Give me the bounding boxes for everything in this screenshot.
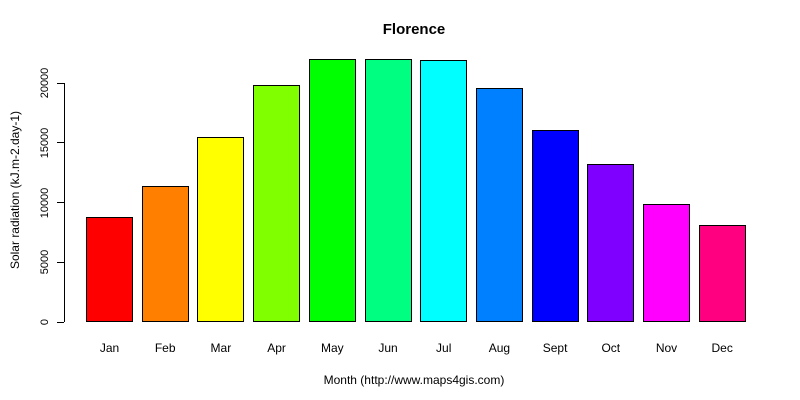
- x-axis-label-may: May: [320, 341, 344, 355]
- x-axis-label-nov: Nov: [655, 341, 678, 355]
- bar-feb: [141, 185, 189, 322]
- bar-jul: [420, 60, 468, 322]
- y-axis-tick: [57, 321, 64, 323]
- bar-nov: [643, 203, 690, 322]
- x-axis-label-jan: Jan: [99, 341, 120, 355]
- bar-oct: [587, 164, 635, 322]
- y-axis-tick-label: 15000: [39, 127, 51, 159]
- bar-sept: [531, 129, 579, 322]
- bar-aug: [475, 87, 523, 322]
- y-axis-tick-label: 5000: [39, 250, 51, 275]
- y-axis-title: Solar radiation (kJ.m-2.day-1): [8, 110, 22, 270]
- bar-may: [308, 59, 356, 322]
- x-axis-label-aug: Aug: [488, 341, 511, 355]
- bar-jan: [86, 216, 133, 322]
- x-axis-label-apr: Apr: [267, 341, 286, 355]
- y-axis-tick: [57, 82, 64, 84]
- x-axis-label-oct: Oct: [601, 341, 621, 355]
- bar-apr: [253, 85, 301, 322]
- chart-title: Florence: [382, 21, 446, 38]
- y-axis-tick: [57, 202, 64, 203]
- bar-mar: [197, 136, 245, 322]
- x-axis-title: Month (http://www.maps4gis.com): [323, 373, 505, 387]
- x-axis-label-jun: Jun: [378, 341, 398, 355]
- y-axis-tick-label: 0: [39, 318, 51, 326]
- y-axis-tick: [57, 142, 64, 144]
- x-axis-label-mar: Mar: [210, 341, 232, 355]
- x-axis-label-sept: Sept: [542, 341, 568, 355]
- x-axis-label-feb: Feb: [154, 341, 176, 355]
- y-axis-tick-label: 10000: [39, 187, 51, 218]
- bar-dec: [698, 225, 746, 322]
- y-axis-tick-label: 20000: [39, 67, 51, 99]
- y-axis-tick: [57, 261, 64, 263]
- y-axis-line: [64, 83, 65, 322]
- x-axis-label-jul: Jul: [436, 341, 452, 355]
- x-axis-label-dec: Dec: [711, 341, 733, 355]
- bar-jun: [364, 59, 412, 322]
